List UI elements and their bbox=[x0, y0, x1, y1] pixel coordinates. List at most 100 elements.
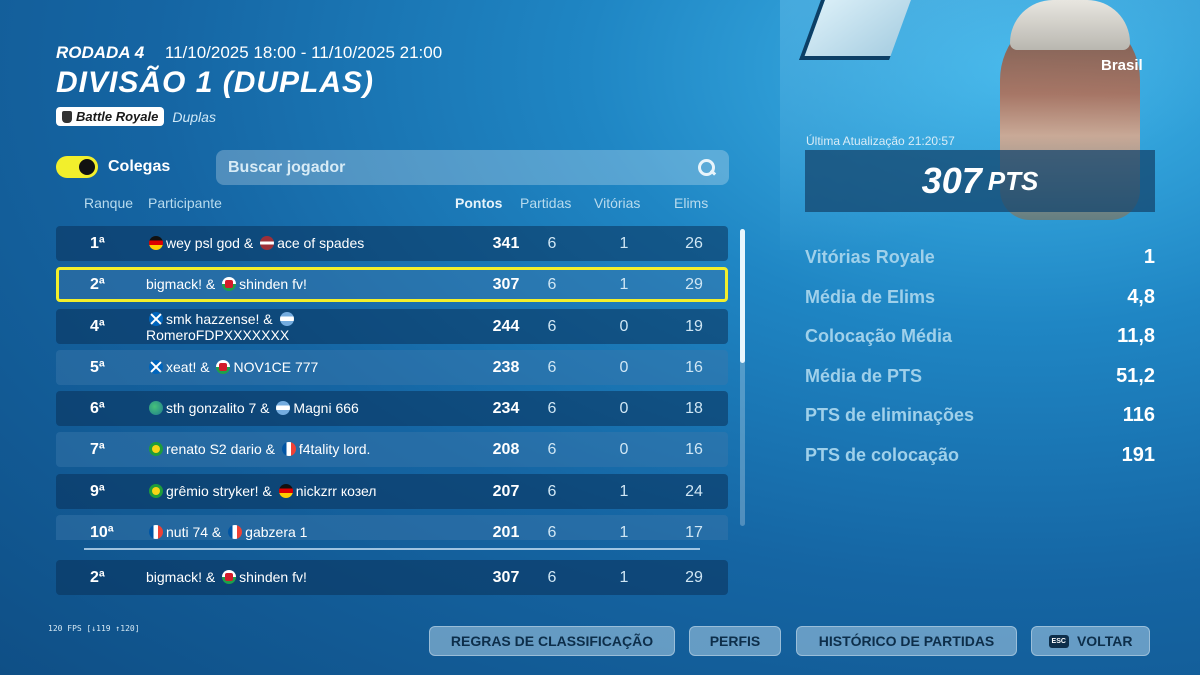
table-row[interactable]: 9ª grêmio stryker! & nickzrr козел 207 6… bbox=[56, 474, 728, 509]
table-row[interactable]: 4ª smk hazzense! & RomeroFDPXXXXXXX 244 … bbox=[56, 309, 728, 344]
row-points: 307 bbox=[492, 569, 520, 586]
row-participants: wey psl god & ace of spades bbox=[146, 235, 364, 251]
wales-flag-icon bbox=[222, 277, 237, 291]
stat-label: PTS de eliminações bbox=[805, 405, 975, 426]
row-points: 207 bbox=[492, 483, 520, 500]
player-2: shinden fv! bbox=[239, 276, 307, 292]
row-elims: 16 bbox=[685, 441, 703, 458]
row-matches: 6 bbox=[547, 276, 557, 293]
brazil-flag-icon bbox=[149, 484, 163, 498]
france-flag-icon bbox=[149, 525, 163, 539]
player-2: f4tality lord. bbox=[298, 441, 371, 457]
profiles-button[interactable]: PERFIS bbox=[689, 626, 781, 656]
player-1: bigmack! bbox=[146, 276, 203, 292]
globe-flag-icon bbox=[149, 401, 163, 415]
col-matches[interactable]: Partidas bbox=[520, 195, 572, 211]
friends-toggle-row: Colegas bbox=[56, 156, 170, 178]
total-points-value: 307 bbox=[921, 160, 982, 201]
stat-value: 116 bbox=[1122, 404, 1155, 427]
back-button[interactable]: ESC VOLTAR bbox=[1031, 626, 1150, 656]
search-icon[interactable] bbox=[697, 158, 717, 178]
col-elims[interactable]: Elims bbox=[674, 195, 709, 211]
match-history-button-label: HISTÓRICO DE PARTIDAS bbox=[818, 633, 995, 649]
stat-row: Média de PTS 51,2 bbox=[805, 357, 1155, 397]
stat-row: Média de Elims 4,8 bbox=[805, 278, 1155, 318]
stats-list: Vitórias Royale 1 Média de Elims 4,8 Coloc… bbox=[805, 238, 1155, 475]
row-matches: 6 bbox=[547, 524, 557, 540]
pinned-own-row[interactable]: 2ª bigmack! & shinden fv! 307 6 1 29 bbox=[56, 560, 728, 595]
row-rank: 1ª bbox=[90, 235, 105, 252]
france-flag-icon bbox=[228, 525, 243, 539]
row-rank: 6ª bbox=[90, 400, 105, 417]
player-2: gabzera 1 bbox=[245, 524, 308, 540]
row-matches: 6 bbox=[547, 359, 557, 376]
row-elims: 19 bbox=[685, 318, 703, 335]
row-elims: 29 bbox=[685, 276, 703, 293]
row-rank: 2ª bbox=[90, 276, 105, 293]
stat-label: PTS de colocação bbox=[805, 444, 960, 465]
stat-row: Vitórias Royale 1 bbox=[805, 238, 1155, 278]
row-wins: 0 bbox=[619, 359, 629, 376]
search-input[interactable] bbox=[228, 158, 697, 177]
brazil-flag-icon bbox=[149, 442, 163, 456]
row-elims: 16 bbox=[685, 359, 703, 376]
row-wins: 0 bbox=[619, 400, 629, 417]
row-participants: bigmack! & shinden fv! bbox=[146, 569, 307, 585]
search-bar bbox=[216, 150, 729, 185]
rules-button-label: REGRAS DE CLASSIFICAÇÃO bbox=[450, 633, 654, 649]
germany-flag-icon bbox=[149, 236, 163, 250]
rules-button[interactable]: REGRAS DE CLASSIFICAÇÃO bbox=[429, 626, 675, 656]
row-points: 201 bbox=[492, 524, 520, 540]
row-participants: renato S2 dario & f4tality lord. bbox=[146, 441, 370, 457]
scrollbar-thumb[interactable] bbox=[740, 229, 745, 363]
row-rank: 9ª bbox=[90, 483, 105, 500]
row-rank: 5ª bbox=[90, 359, 105, 376]
row-rank: 2ª bbox=[90, 569, 105, 586]
pinned-divider bbox=[84, 548, 700, 550]
row-elims: 24 bbox=[685, 483, 703, 500]
page-title: DIVISÃO 1 (DUPLAS) bbox=[56, 66, 375, 99]
stat-row: Colocação Média 11,8 bbox=[805, 317, 1155, 357]
player-1: sth gonzalito 7 bbox=[166, 400, 257, 416]
table-row[interactable]: 10ª nuti 74 & gabzera 1 201 6 1 17 bbox=[56, 515, 728, 540]
row-points: 208 bbox=[492, 441, 520, 458]
table-row[interactable]: 6ª sth gonzalito 7 & Magni 666 234 6 0 1… bbox=[56, 391, 728, 426]
table-row[interactable]: 5ª xeat! & NOV1CE 777 238 6 0 16 bbox=[56, 350, 728, 385]
player-1: xeat! bbox=[166, 359, 197, 375]
round-info: RODADA 4 11/10/2025 18:00 - 11/10/2025 2… bbox=[56, 43, 442, 63]
mode-badge: Battle Royale bbox=[56, 107, 165, 126]
battle-royale-icon bbox=[62, 110, 72, 123]
player-2: Magni 666 bbox=[293, 400, 359, 416]
scotland-flag-icon bbox=[149, 312, 163, 326]
stat-label: Média de PTS bbox=[805, 365, 923, 386]
table-row[interactable]: 7ª renato S2 dario & f4tality lord. 208 … bbox=[56, 432, 728, 467]
stat-value: 11,8 bbox=[1117, 325, 1155, 348]
player-1: renato S2 dario bbox=[166, 441, 262, 457]
col-rank: Ranque bbox=[84, 195, 134, 211]
leaderboard-scrollbar[interactable] bbox=[740, 229, 745, 526]
player-2: RomeroFDPXXXXXXX bbox=[146, 327, 290, 343]
total-points-unit: PTS bbox=[987, 165, 1039, 196]
table-row[interactable]: 1ª wey psl god & ace of spades 341 6 1 2… bbox=[56, 226, 728, 261]
row-rank: 4ª bbox=[90, 318, 105, 335]
table-row-selected[interactable]: 2ª bigmack! & shinden fv! 307 6 1 29 bbox=[56, 267, 728, 302]
row-participants: bigmack! & shinden fv! bbox=[146, 276, 307, 292]
back-button-label: VOLTAR bbox=[1076, 633, 1133, 649]
row-wins: 1 bbox=[619, 276, 629, 293]
friends-toggle-label: Colegas bbox=[108, 158, 171, 175]
friends-toggle[interactable] bbox=[56, 156, 98, 178]
mode-badge-label: Battle Royale bbox=[76, 109, 159, 124]
player-2: ace of spades bbox=[277, 235, 365, 251]
stat-value: 51,2 bbox=[1116, 364, 1155, 387]
row-wins: 0 bbox=[619, 318, 629, 335]
row-matches: 6 bbox=[547, 569, 557, 586]
row-wins: 1 bbox=[619, 569, 629, 586]
row-matches: 6 bbox=[547, 318, 557, 335]
match-history-button[interactable]: HISTÓRICO DE PARTIDAS bbox=[796, 626, 1017, 656]
col-points[interactable]: Pontos bbox=[455, 195, 503, 211]
col-wins[interactable]: Vitórias bbox=[594, 195, 641, 211]
row-matches: 6 bbox=[547, 400, 557, 417]
row-elims: 17 bbox=[685, 524, 703, 540]
row-elims: 26 bbox=[685, 235, 703, 252]
mode-sub-label: Duplas bbox=[172, 108, 216, 125]
